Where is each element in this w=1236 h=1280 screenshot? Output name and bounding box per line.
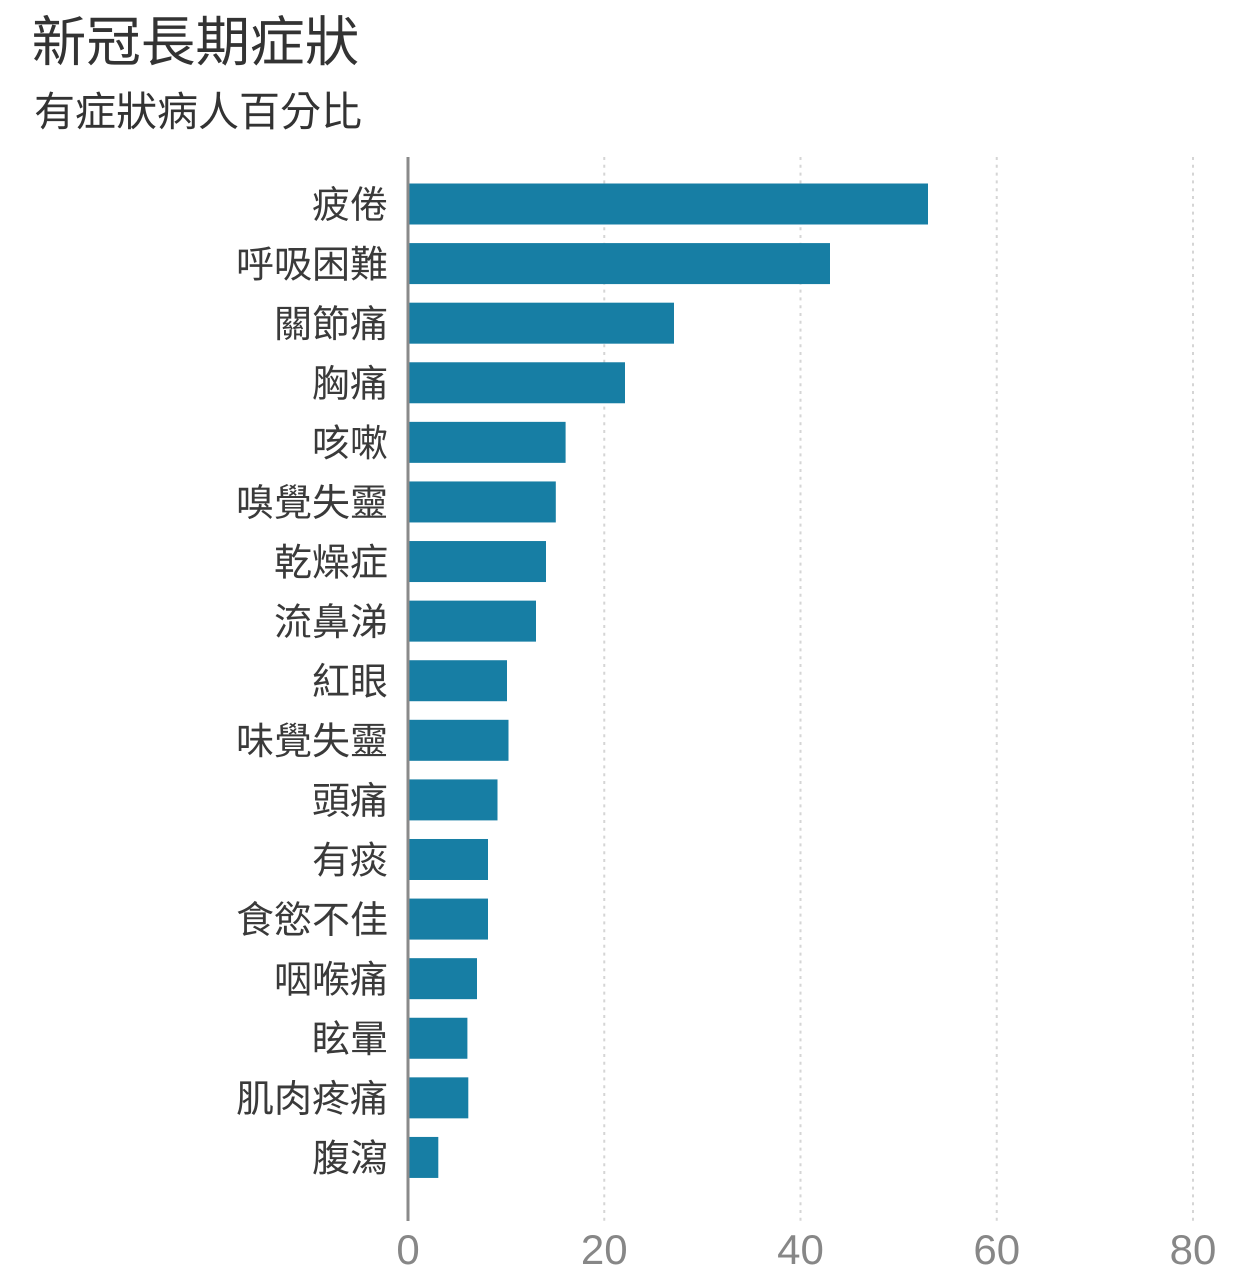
svg-text:0: 0	[396, 1226, 419, 1273]
svg-text:80: 80	[1170, 1226, 1217, 1273]
svg-text:40: 40	[777, 1226, 824, 1273]
svg-text:60: 60	[973, 1226, 1020, 1273]
svg-text:20: 20	[581, 1226, 628, 1273]
